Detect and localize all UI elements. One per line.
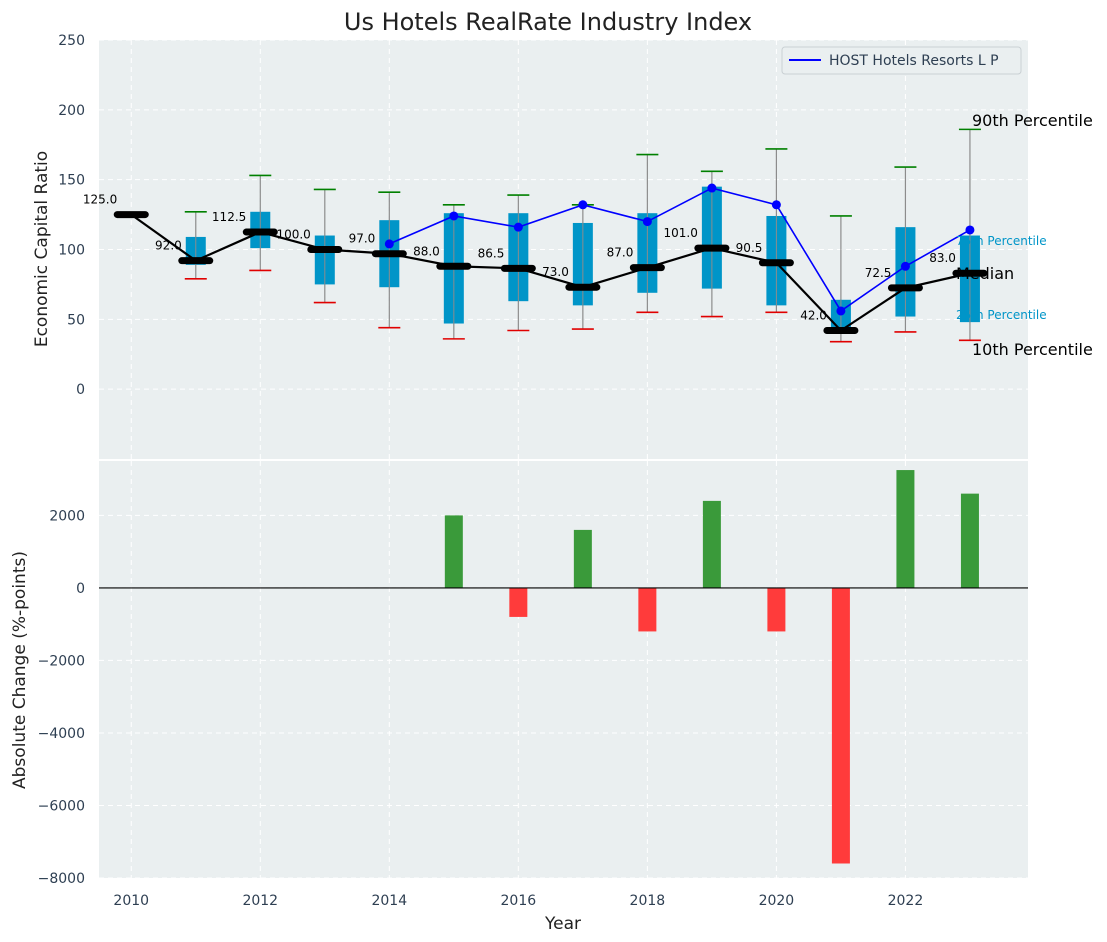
bottom-y-axis-label: Absolute Change (%-points) [10,551,30,789]
median-value-label: 97.0 [349,232,376,246]
bar-negative [767,587,786,632]
company-point [513,222,523,232]
bar-positive [573,529,592,588]
bottom-y-tick-label: −4000 [38,726,85,742]
bar-negative [831,587,850,864]
x-tick-label: 2020 [759,893,795,909]
bar-positive [444,515,463,588]
x-tick-label: 2022 [888,893,924,909]
top-y-tick-label: 250 [58,33,85,49]
annotation-25th: 25th Percentile [956,308,1047,322]
top-y-tick-label: 100 [58,243,85,259]
bottom-y-tick-label: 0 [76,581,85,597]
x-tick-label: 2018 [630,893,666,909]
company-point [449,211,459,221]
company-point [965,225,975,235]
median-value-label: 100.0 [276,228,310,242]
median-value-label: 86.5 [478,246,505,260]
median-value-label: 92.0 [155,239,182,253]
percentile-annotations: 90th Percentile 75th Percentile Median 2… [956,111,1093,359]
x-axis-ticks: 2010 2012 2014 2016 2018 2020 2022 [113,893,923,909]
bottom-y-tick-label: 2000 [49,508,85,524]
annotation-75th: 75th Percentile [956,234,1047,248]
bar-negative [638,587,657,632]
top-y-ticks: 0 50 100 150 200 250 [58,33,85,398]
median-value-labels: 125.0 92.0 112.5 100.0 97.0 88.0 86.5 73.0 87.0 1… [83,193,956,323]
median-value-label: 112.5 [212,210,246,224]
legend-box [781,46,1022,75]
x-axis-label: Year [544,914,581,934]
bottom-y-ticks: −8000 −6000 −4000 −2000 0 2000 [38,508,85,887]
bar-positive [896,470,915,588]
median-value-label: 83.0 [929,251,956,265]
company-point [900,261,910,271]
bottom-y-tick-label: −6000 [38,798,85,814]
annotation-median: Median [956,264,1014,283]
bottom-y-tick-label: −8000 [38,871,85,887]
top-boxes [184,128,981,343]
company-point [578,200,588,210]
x-tick-label: 2016 [501,893,537,909]
median-value-label: 125.0 [83,193,117,207]
company-point [836,306,846,316]
chart-title: Us Hotels RealRate Industry Index [344,8,752,36]
top-y-tick-label: 150 [58,173,85,189]
bar-negative [509,587,528,617]
company-line [388,187,971,313]
annotation-10th: 10th Percentile [972,340,1093,359]
median-value-label: 42.0 [800,309,827,323]
median-value-label: 90.5 [736,241,763,255]
x-tick-label: 2014 [371,893,407,909]
bar-positive [702,500,721,588]
company-point [707,183,717,193]
top-y-axis-label: Economic Capital Ratio [32,151,52,347]
legend-label: HOST Hotels Resorts L P [829,53,999,69]
median-value-label: 88.0 [413,244,440,258]
bottom-y-tick-label: −2000 [38,653,85,669]
top-y-tick-label: 200 [58,103,85,119]
median-value-label: 101.0 [664,226,698,240]
median-value-label: 72.5 [865,266,892,280]
bar-positive [960,493,979,588]
x-tick-label: 2010 [113,893,149,909]
company-point [642,217,652,227]
median-series [113,211,988,335]
x-tick-label: 2012 [242,893,278,909]
company-point [771,200,781,210]
top-y-tick-label: 50 [67,312,85,328]
top-y-tick-label: 0 [76,382,85,398]
company-series [384,183,975,316]
annotation-90th: 90th Percentile [972,111,1093,130]
bottom-plot-area [99,461,1028,878]
change-bars [444,470,979,864]
median-value-label: 87.0 [607,246,634,260]
company-point [384,239,394,249]
median-value-label: 73.0 [542,265,569,279]
